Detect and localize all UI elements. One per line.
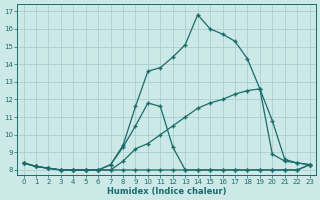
X-axis label: Humidex (Indice chaleur): Humidex (Indice chaleur) <box>107 187 226 196</box>
